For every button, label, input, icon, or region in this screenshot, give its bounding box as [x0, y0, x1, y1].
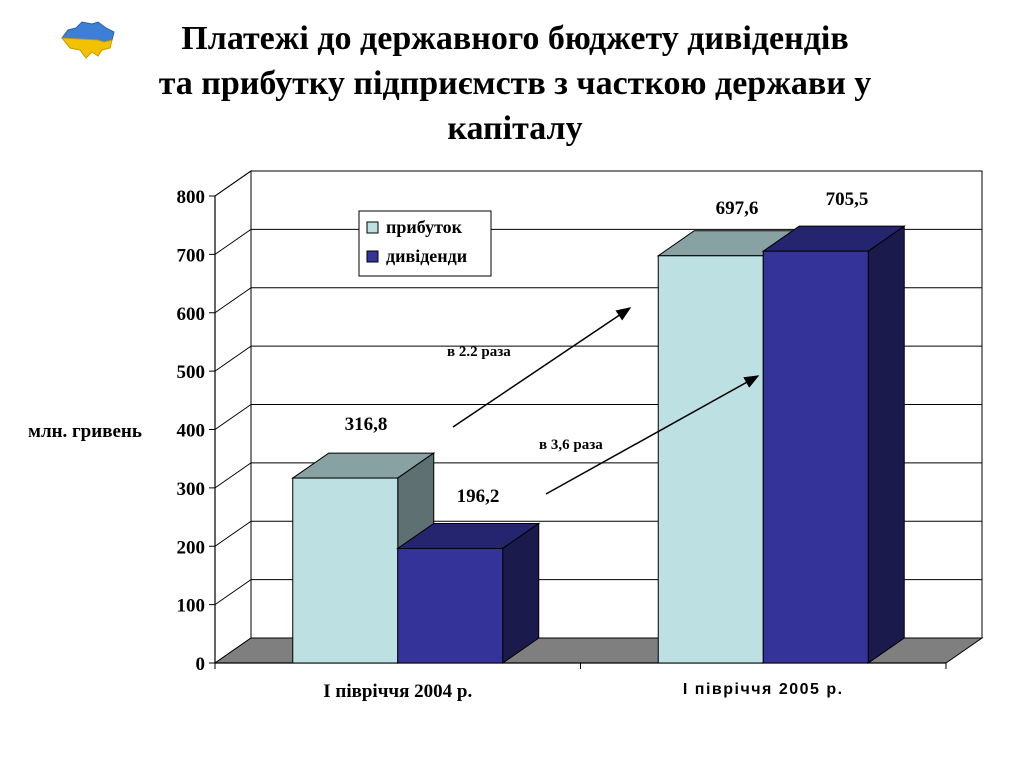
y-tick-label: 100	[177, 596, 206, 617]
bar	[396, 522, 541, 664]
data-label: 316,8	[345, 414, 388, 435]
bar-front	[397, 547, 504, 664]
data-label: 705,5	[826, 189, 869, 210]
y-tick-label: 300	[177, 479, 206, 500]
y-tick-label: 200	[177, 537, 206, 558]
bar-side	[502, 522, 540, 664]
y-tick-label: 400	[177, 421, 206, 442]
page-title: Платежі до державного бюджету дивідендів…	[100, 16, 930, 151]
bar-side	[867, 225, 905, 664]
legend-swatch	[366, 250, 379, 263]
y-axis-title: млн. гривень	[28, 421, 142, 442]
legend-box	[358, 210, 492, 277]
bar	[761, 225, 906, 664]
title-line-3: капіталу	[447, 110, 583, 147]
gridline-side	[214, 579, 252, 606]
y-tick-label: 500	[177, 362, 206, 383]
annotation-arrow	[545, 375, 760, 495]
annotation-label: в 3,6 раза	[539, 437, 603, 453]
annotation-label: в 2.2 раза	[447, 344, 511, 360]
data-label: 697,6	[716, 198, 759, 219]
gridline-side	[214, 462, 252, 489]
chart-labels: 0 100 200 300 400 500 600 700 800 млн. гривень І п…	[28, 187, 868, 702]
title-line-1: Платежі до державного бюджету дивідендів	[181, 20, 849, 57]
legend-label: дивіденди	[386, 246, 467, 266]
gridline-side	[214, 520, 252, 547]
legend-label: прибуток	[386, 217, 463, 237]
chart-legend: прибуток дивіденди	[358, 210, 492, 277]
bar-front	[292, 477, 399, 664]
y-tick-label: 600	[177, 304, 206, 325]
gridline-side	[214, 228, 252, 255]
bar-front	[657, 255, 764, 664]
gridline-side	[214, 170, 252, 197]
legend-swatch	[366, 221, 379, 234]
y-tick-label: 0	[196, 654, 206, 675]
gridline-side	[214, 404, 252, 430]
chart-bars	[291, 225, 906, 664]
bar-front	[762, 250, 869, 664]
chart-annotations	[452, 307, 760, 495]
title-line-2: та прибутку підприємств з часткою держав…	[158, 65, 872, 102]
y-tick-label: 700	[177, 245, 206, 266]
x-tick-label: І півріччя 2004 р.	[323, 681, 472, 702]
data-label: 196,2	[457, 486, 500, 507]
y-tick-label: 800	[177, 187, 206, 208]
annotation-arrow	[452, 307, 632, 428]
ukraine-map-icon	[60, 21, 115, 59]
gridline-side	[214, 287, 252, 314]
x-tick-label: І півріччя 2005 р.	[683, 681, 844, 698]
gridline-side	[214, 345, 252, 372]
